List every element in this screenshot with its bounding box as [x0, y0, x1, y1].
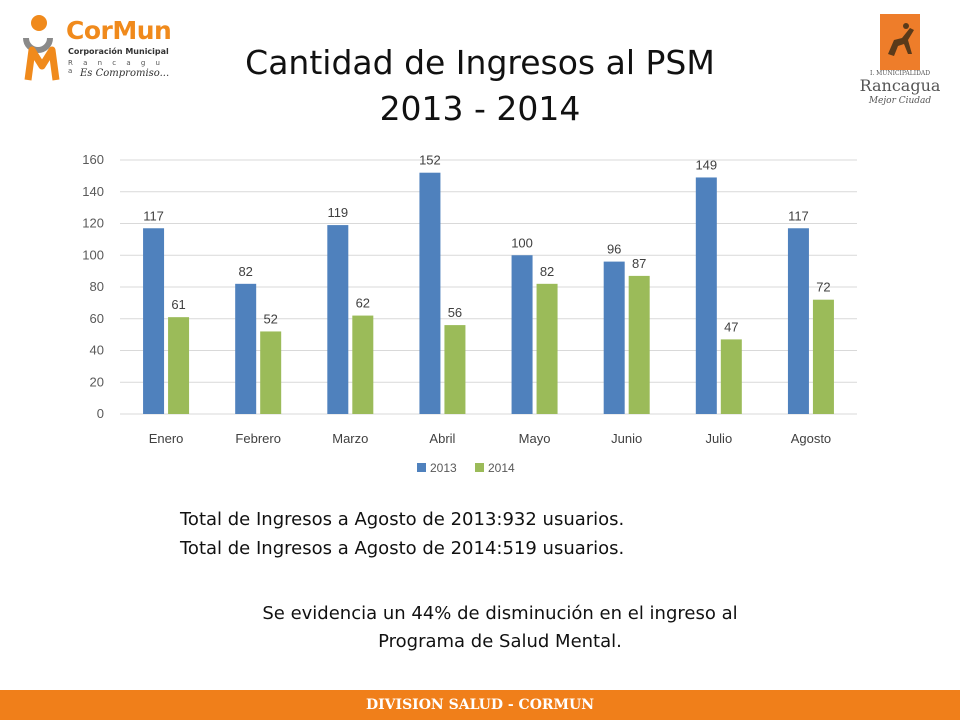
rancagua-slogan: Mejor Ciudad [868, 96, 932, 106]
data-label: 100 [511, 235, 533, 250]
bar-2014 [720, 339, 742, 414]
y-tick-label: 100 [82, 247, 104, 262]
slide-title-line1: Cantidad de Ingresos al PSM [245, 43, 715, 82]
bar-2014 [260, 331, 282, 414]
bar-2014 [352, 315, 374, 414]
summary-2013: Total de Ingresos a Agosto de 2013:932 u… [180, 509, 625, 530]
bar-2014 [444, 325, 466, 414]
footer-label: DIVISION SALUD - CORMUN [365, 697, 595, 713]
cormun-city: R a n c a g u a [68, 59, 164, 75]
conclusion-line1: Se evidencia un 44% de disminución en el… [262, 603, 738, 624]
bar-2013 [603, 261, 625, 414]
slide-title-line2: 2013 - 2014 [379, 89, 581, 128]
x-tick-label: Mayo [519, 431, 551, 446]
y-tick-label: 60 [90, 311, 104, 326]
data-label: 72 [816, 280, 830, 295]
data-label: 82 [540, 264, 554, 279]
bar-2013 [695, 177, 717, 414]
legend-label: 2013 [430, 461, 457, 475]
x-tick-label: Junio [611, 431, 642, 446]
data-label: 119 [327, 205, 348, 220]
cormun-slogan: Es Compromiso... [80, 68, 170, 79]
data-label: 47 [724, 319, 738, 334]
y-tick-label: 0 [97, 406, 104, 421]
bar-2014 [628, 275, 650, 414]
data-label: 96 [607, 242, 621, 257]
x-tick-label: Julio [705, 431, 732, 446]
footer-bar: DIVISION SALUD - CORMUN [0, 690, 960, 720]
legend-swatch-2013 [417, 463, 426, 472]
data-label: 62 [356, 296, 370, 311]
bar-2013 [143, 228, 165, 414]
x-tick-label: Abril [429, 431, 455, 446]
conclusion-text: Se evidencia un 44% de disminución en el… [180, 600, 820, 656]
data-label: 56 [448, 305, 462, 320]
y-tick-label: 80 [90, 279, 104, 294]
bar-2013 [419, 172, 441, 414]
data-label: 117 [788, 208, 809, 223]
bar-2013 [787, 228, 809, 414]
conclusion-line2: Programa de Salud Mental. [378, 631, 622, 652]
y-tick-label: 20 [90, 374, 104, 389]
data-label: 52 [263, 311, 277, 326]
cormun-logo: CorMun Corporación Municipal R a n c a g… [22, 12, 172, 82]
rancagua-logo: I. MUNICIPALIDAD Rancagua Mejor Ciudad [858, 10, 948, 110]
data-label: 149 [695, 157, 717, 172]
cormun-emblem-icon [23, 15, 60, 81]
cormun-brand-text: CorMun [66, 16, 172, 45]
bar-2014 [536, 283, 558, 414]
summary-text: Total de Ingresos a Agosto de 2013:932 u… [180, 505, 624, 563]
cormun-subtitle: Corporación Municipal [68, 47, 169, 56]
y-tick-label: 140 [82, 184, 104, 199]
summary-2014: Total de Ingresos a Agosto de 2014:519 u… [180, 538, 625, 559]
rancagua-crest-icon [880, 14, 920, 70]
y-tick-label: 40 [90, 343, 104, 358]
rancagua-municipality: I. MUNICIPALIDAD [869, 70, 931, 77]
slide-title: Cantidad de Ingresos al PSM 2013 - 2014 [170, 40, 790, 132]
data-label: 61 [171, 297, 185, 312]
bar-2013 [235, 283, 257, 414]
legend-swatch-2014 [475, 463, 484, 472]
data-label: 117 [143, 208, 164, 223]
y-tick-label: 120 [82, 216, 104, 231]
bar-2014 [812, 299, 834, 414]
x-tick-label: Febrero [235, 431, 281, 446]
bar-chart: 0 20 40 60 80 100 120 140 160 117 61 Enero 82 52 Febre… [82, 152, 857, 475]
data-label: 82 [238, 264, 252, 279]
x-tick-label: Marzo [332, 431, 368, 446]
x-tick-label: Enero [149, 431, 184, 446]
rancagua-city: Rancagua [859, 76, 941, 95]
legend-label: 2014 [488, 461, 515, 475]
bar-2013 [511, 255, 533, 414]
x-tick-label: Agosto [791, 431, 831, 446]
data-label: 87 [632, 256, 646, 271]
bar-2014 [168, 317, 190, 414]
bar-2013 [327, 225, 349, 414]
data-label: 152 [419, 153, 441, 168]
y-tick-label: 160 [82, 152, 104, 167]
